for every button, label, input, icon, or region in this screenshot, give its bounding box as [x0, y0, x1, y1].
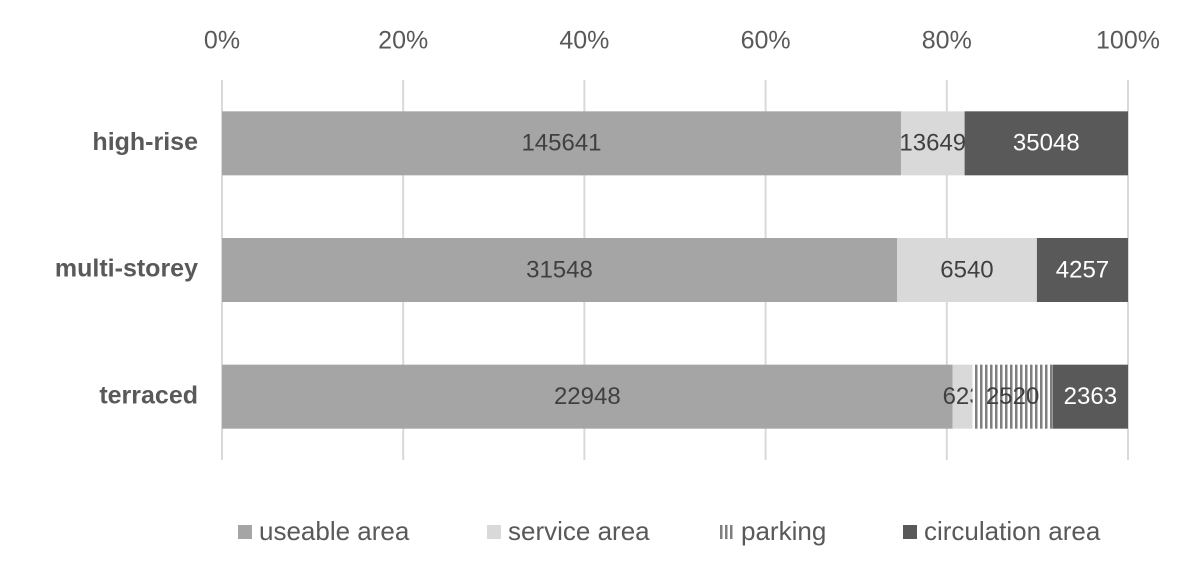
legend-label: parking [741, 516, 826, 546]
x-tick-label: 20% [378, 27, 428, 55]
x-tick-label: 40% [559, 27, 609, 55]
data-label: 22948 [554, 383, 621, 410]
legend-label: service area [508, 516, 650, 546]
category-label: terraced [99, 381, 198, 409]
data-label: 145641 [521, 130, 601, 157]
legend-label: circulation area [924, 516, 1101, 546]
bar-segment [972, 364, 1053, 429]
x-tick-label: 60% [741, 27, 791, 55]
bar-segment [222, 238, 897, 302]
x-tick-label: 100% [1096, 27, 1160, 55]
bar-segment [900, 111, 965, 176]
data-label: 2363 [1064, 383, 1117, 410]
legend-label: useable area [259, 516, 410, 546]
data-label: 35048 [1013, 130, 1080, 157]
x-tick-label: 0% [204, 27, 240, 55]
bar-segment [952, 364, 973, 429]
bar-segment [896, 238, 1037, 302]
data-label: 31548 [526, 256, 593, 283]
data-label: 4257 [1056, 256, 1109, 283]
category-label: high-rise [92, 128, 198, 156]
bar-segment [222, 364, 953, 429]
bar-segment [1052, 364, 1128, 429]
bar-segment [1036, 238, 1128, 302]
category-label: multi-storey [55, 255, 198, 283]
x-tick-label: 80% [922, 27, 972, 55]
bar-segment [964, 111, 1128, 176]
data-label: 6540 [940, 256, 993, 283]
legend-marker [903, 525, 917, 539]
legend-marker [238, 525, 252, 539]
data-label: 13649 [899, 130, 966, 157]
legend-marker [487, 525, 501, 539]
data-label: 2520 [986, 383, 1039, 410]
legend-marker [720, 525, 734, 539]
bar-segment [222, 111, 901, 176]
